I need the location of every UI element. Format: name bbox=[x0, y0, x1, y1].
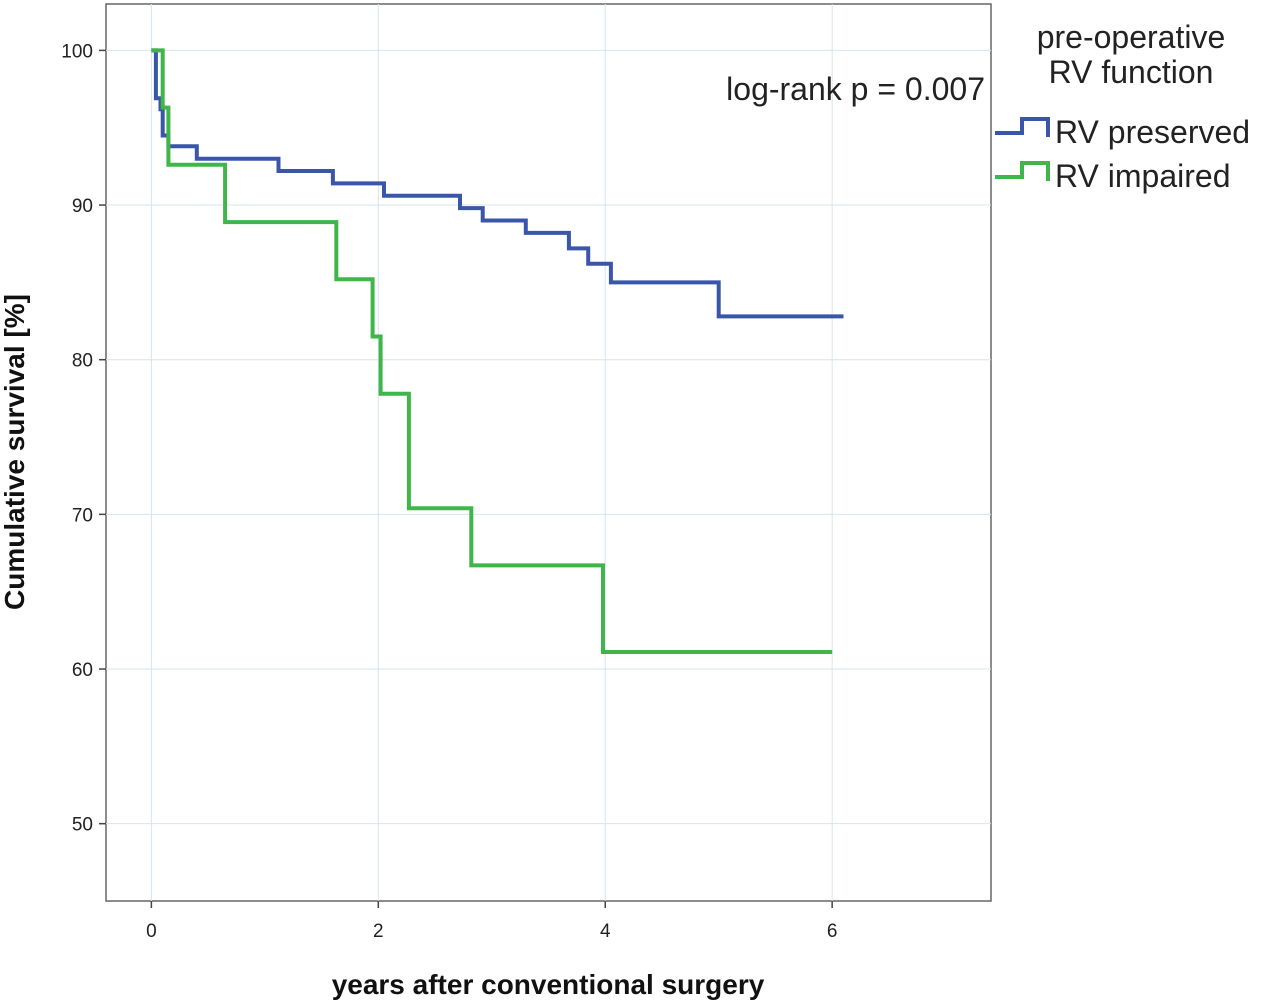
y-tick-label-70: 70 bbox=[72, 505, 93, 526]
x-tick-label-0: 0 bbox=[146, 921, 157, 942]
y-axis-ticks: 50 60 70 80 90 100 bbox=[61, 41, 106, 836]
series-lines bbox=[151, 48, 844, 654]
y-tick-label-100: 100 bbox=[61, 41, 93, 62]
x-axis-ticks: 0 2 4 6 bbox=[146, 901, 837, 942]
legend-title-line1: pre-operative bbox=[1037, 19, 1226, 55]
log-rank-annotation: log-rank p = 0.007 bbox=[726, 71, 985, 107]
y-tick-label-90: 90 bbox=[72, 196, 93, 217]
y-tick-label-60: 60 bbox=[72, 660, 93, 681]
y-tick-label-50: 50 bbox=[72, 815, 93, 836]
x-tick-label-4: 4 bbox=[600, 921, 611, 942]
plot-area bbox=[105, 3, 992, 902]
x-axis-label: years after conventional surgery bbox=[332, 969, 765, 1000]
series-line-rv-preserved bbox=[151, 48, 844, 319]
y-tick-label-80: 80 bbox=[72, 351, 93, 372]
legend-label-rv-impaired: RV impaired bbox=[1055, 158, 1230, 194]
legend-swatch-rv-preserved bbox=[995, 117, 1050, 137]
legend-title-line2: RV function bbox=[1049, 54, 1214, 90]
x-tick-label-6: 6 bbox=[827, 921, 838, 942]
legend-label-rv-preserved: RV preserved bbox=[1055, 114, 1250, 150]
series-line-rv-impaired bbox=[151, 48, 833, 654]
x-tick-label-2: 2 bbox=[373, 921, 384, 942]
y-axis-label: Cumulative survival [%] bbox=[0, 294, 30, 610]
grid-lines bbox=[106, 4, 991, 901]
legend: pre-operative RV function RV preserved R… bbox=[995, 19, 1250, 194]
legend-swatch-rv-impaired bbox=[995, 161, 1050, 181]
